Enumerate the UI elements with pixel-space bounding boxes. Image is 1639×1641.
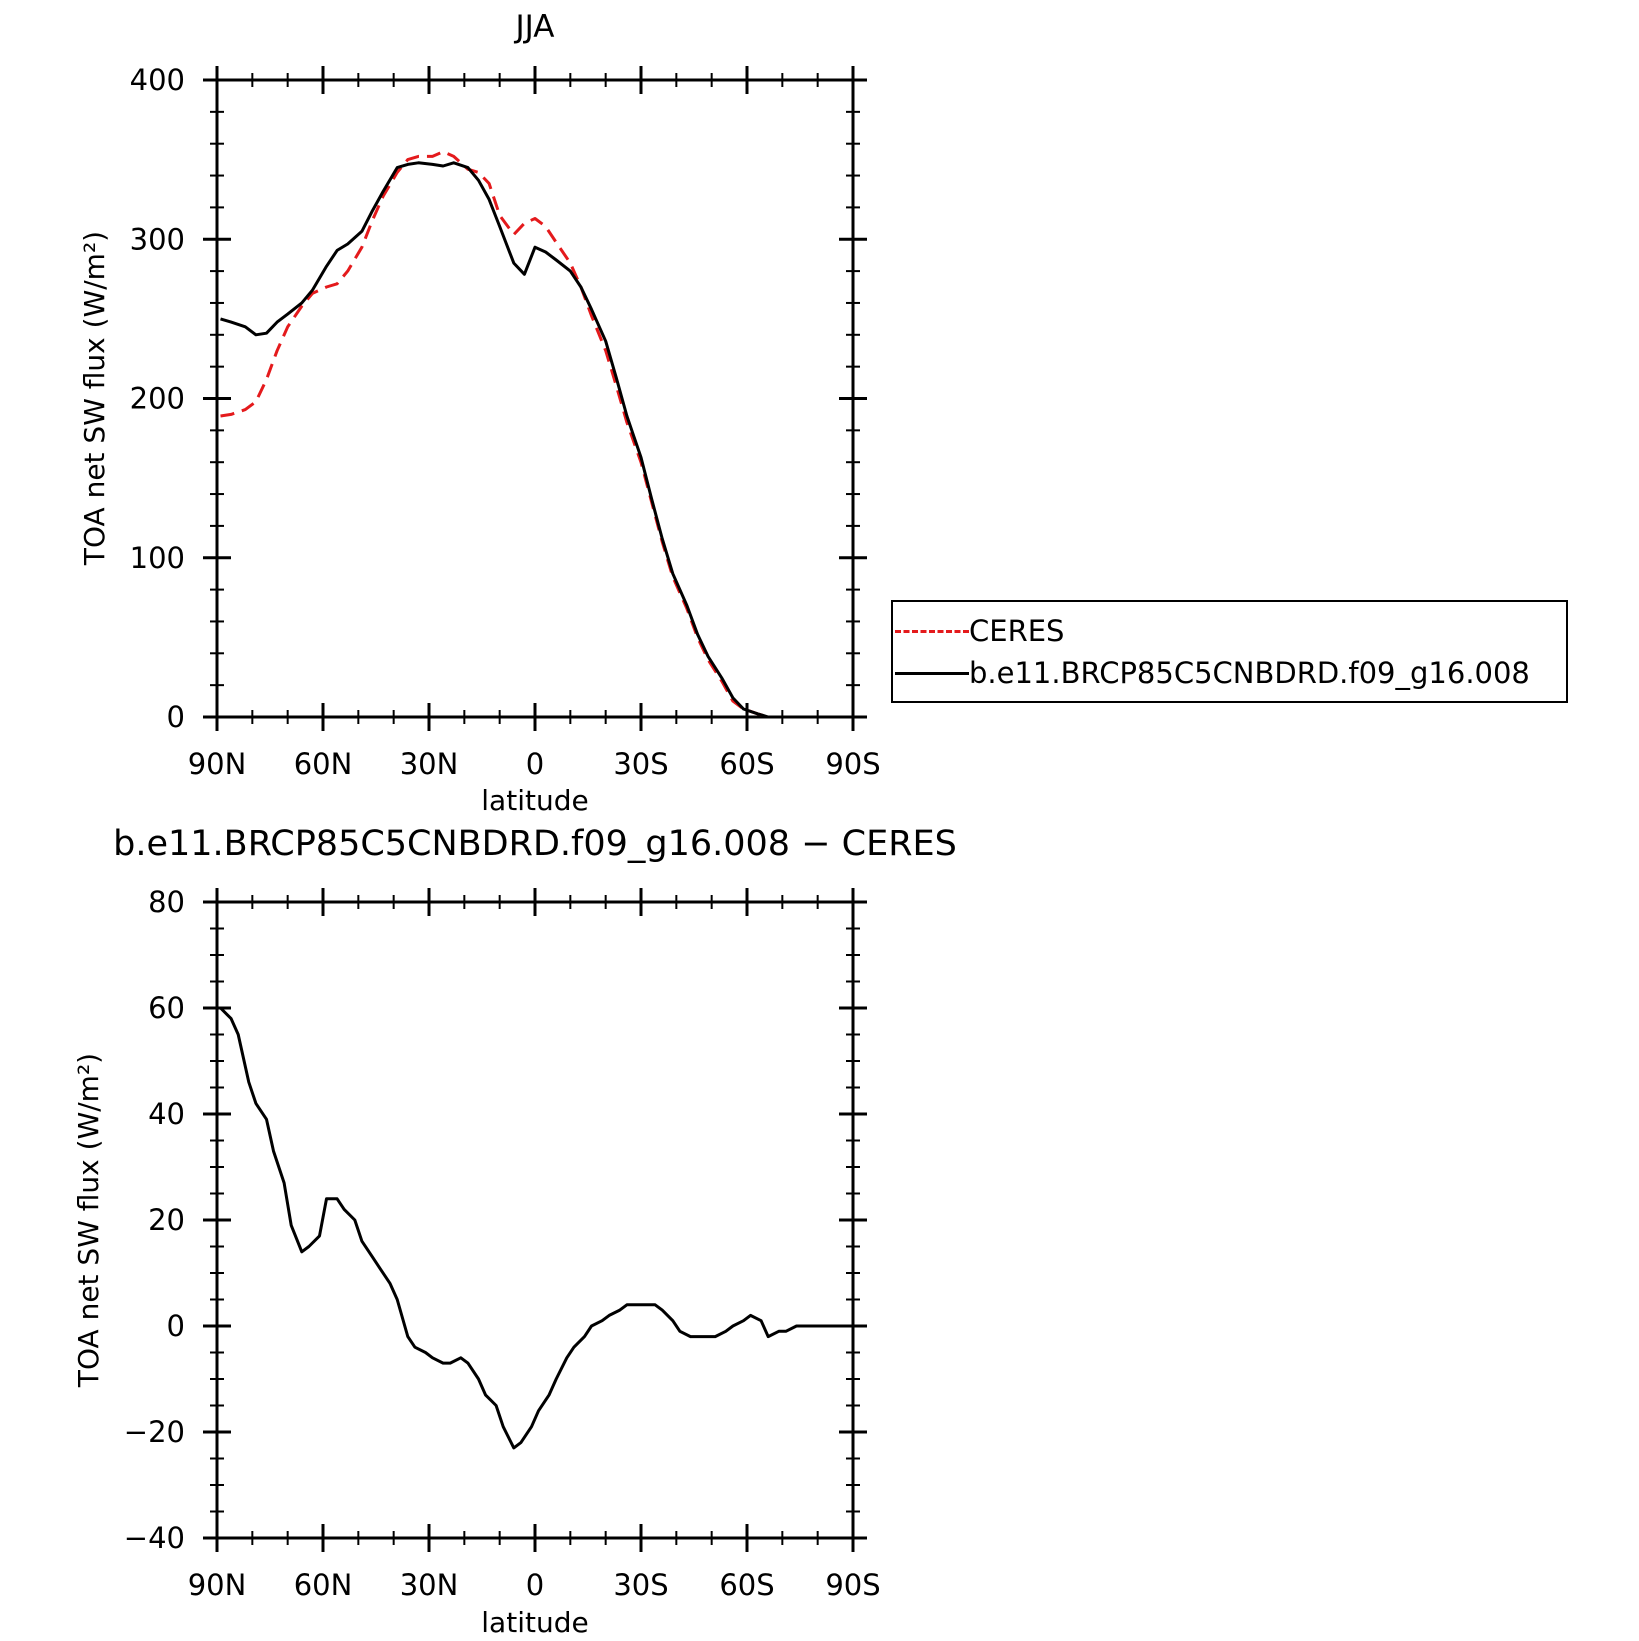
y-tick-label: 60 [148,991,185,1025]
y-tick-label: 200 [130,382,185,416]
x-tick-label: 30N [400,1568,459,1602]
legend-swatch-ceres [895,629,969,633]
bottom-panel-x-tick-labels: 90N 60N 30N 0 30S 60S 90S [188,1568,881,1602]
top-panel-y-tick-labels: 0 100 200 300 400 [130,63,185,734]
y-tick-label: 300 [130,222,185,256]
x-tick-label: 60N [294,747,353,781]
y-tick-label: −20 [124,1415,185,1449]
x-tick-label: 30N [400,747,459,781]
top-panel-x-axis-label: latitude [481,784,588,817]
top-panel-x-tick-labels: 90N 60N 30N 0 30S 60S 90S [188,747,881,781]
x-tick-label: 60S [719,747,774,781]
y-tick-label: −40 [124,1521,185,1555]
bottom-panel-y-tick-labels: −40 −20 0 20 40 60 80 [124,885,185,1555]
y-tick-label: 400 [130,63,185,97]
y-tick-label: 80 [148,885,185,919]
x-tick-label: 90S [825,747,880,781]
x-tick-label: 0 [526,1568,544,1602]
legend-item-model: b.e11.BRCP85C5CNBDRD.f09_g16.008 [893,656,1530,690]
bottom-panel-y-axis-label: TOA net SW flux (W/m²) [72,1053,105,1388]
top-panel: JJA 0 100 200 300 400 90N 60N 30N 0 30S 60S 90S la… [78,9,881,817]
y-tick-label: 20 [148,1203,185,1237]
top-panel-ticks [203,66,867,731]
legend: CERES b.e11.BRCP85C5CNBDRD.f09_g16.008 [891,600,1568,703]
legend-label-ceres: CERES [969,614,1065,648]
top-panel-series [220,150,850,719]
legend-label-model: b.e11.BRCP85C5CNBDRD.f09_g16.008 [969,656,1530,690]
top-panel-title: JJA [514,9,555,45]
x-tick-label: 60S [719,1568,774,1602]
bottom-panel: b.e11.BRCP85C5CNBDRD.f09_g16.008 − CERES… [72,824,957,1639]
x-tick-label: 90N [188,747,247,781]
y-tick-label: 100 [130,541,185,575]
legend-item-ceres: CERES [893,614,1065,648]
x-tick-label: 90S [825,1568,880,1602]
x-tick-label: 30S [613,747,668,781]
top-panel-y-axis-label: TOA net SW flux (W/m²) [78,231,111,566]
y-tick-label: 40 [148,1097,185,1131]
x-tick-label: 90N [188,1568,247,1602]
bottom-panel-ticks [203,888,867,1552]
bottom-panel-title: b.e11.BRCP85C5CNBDRD.f09_g16.008 − CERES [113,824,957,864]
x-tick-label: 60N [294,1568,353,1602]
series-ceres-line [220,150,850,719]
x-tick-label: 0 [526,747,544,781]
bottom-panel-series [219,1006,850,1450]
top-panel-frame [215,78,855,719]
y-tick-label: 0 [167,700,185,734]
series-model-line [220,161,850,719]
bottom-panel-x-axis-label: latitude [481,1606,588,1639]
series-difference-line [219,1006,850,1450]
legend-swatch-model [895,671,969,675]
y-tick-label: 0 [167,1309,185,1343]
x-tick-label: 30S [613,1568,668,1602]
bottom-panel-frame [215,900,855,1540]
